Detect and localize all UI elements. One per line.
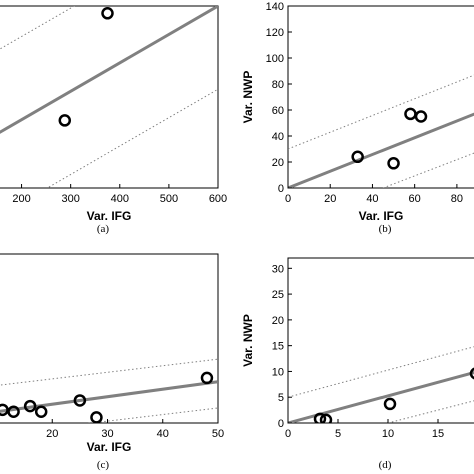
chart-a-plot-area [0,5,219,189]
chart-b-ytick-label-4: 80 [272,79,284,91]
chart-b-xtick-label-4: 80 [451,193,463,205]
chart-c-confidence-bound-1 [87,407,218,423]
chart-b-ytick-label-7: 140 [266,1,284,13]
chart-d-ytick-label-4: 20 [272,315,284,327]
chart-b-caption: (b) [379,223,392,235]
chart-c-xtick-label-0: 20 [46,428,58,440]
chart-c-xtick-label-1: 30 [101,428,113,440]
chart-d-confidence-bound-1 [387,400,474,423]
chart-b-ytick-label-0: 0 [278,183,284,195]
chart-d-xtick-label-1: 5 [335,428,341,440]
chart-c-point-0 [0,403,9,417]
chart-c-point-1 [7,405,20,418]
chart-d-point-0 [313,412,327,423]
chart-b-xtick-label-1: 20 [324,193,336,205]
chart-d-confidence-bound-0 [288,346,474,398]
chart-b-xtick-label-3: 60 [409,193,421,205]
chart-d: 0 5 10 15 0 5 10 15 20 25 30 Var. NWP (d) [241,257,474,471]
chart-a-point-1 [101,7,114,20]
chart-b-x-axis-label: Var. IFG [359,209,404,223]
chart-b-xtick-label-0: 0 [285,193,291,205]
chart-a-xtick-label-0: 200 [12,193,30,205]
chart-c: 20 30 40 50 Var. IFG (c) [0,253,224,471]
chart-a-x-axis-label: Var. IFG [87,209,132,223]
chart-c-caption: (c) [97,459,110,471]
chart-b-confidence-bound-1 [382,152,474,188]
chart-d-y-axis-label: Var. NWP [241,314,255,367]
chart-c-point-4 [73,394,87,407]
chart-b-plot-area [287,5,474,189]
chart-c-point-3 [34,405,48,418]
chart-d-ytick-label-3: 15 [272,341,284,353]
chart-a-xtick-label-4: 600 [209,193,227,205]
chart-a-xtick-label-2: 400 [111,193,129,205]
chart-b-ytick-label-2: 40 [272,131,284,143]
chart-c-point-6 [200,371,214,385]
chart-a-xtick-label-3: 500 [160,193,178,205]
chart-d-ytick-label-2: 10 [272,366,284,378]
chart-a-confidence-bound-1 [46,88,218,188]
chart-d-ytick-label-0: 0 [278,418,284,430]
chart-b-ytick-label-5: 100 [266,53,284,65]
chart-b-point-1 [387,157,400,170]
chart-b-xtick-label-2: 40 [366,193,378,205]
chart-d-point-1 [319,413,333,423]
chart-c-fit-line [0,380,218,413]
chart-d-caption: (d) [379,459,392,471]
chart-b-point-0 [351,150,364,164]
chart-a: 200 300 400 500 600 Var. IFG(a) [0,5,227,235]
chart-c-xtick-label-2: 40 [157,428,169,440]
chart-d-ytick-label-1: 5 [278,392,284,404]
chart-b-y-axis-label: Var. NWP [241,71,255,124]
chart-c-xtick-label-3: 50 [212,428,224,440]
chart-d-xtick-label-2: 10 [382,428,394,440]
chart-c-plot-area [0,253,219,424]
chart-d-xtick-label-3: 15 [432,428,444,440]
chart-b-ytick-label-3: 60 [272,105,284,117]
chart-a-point-0 [58,114,72,127]
chart-c-point-5 [90,411,103,423]
chart-d-xtick-label-0: 0 [285,428,291,440]
chart-a-fit-line [0,6,218,134]
chart-d-plot-area [287,257,474,424]
chart-c-x-axis-label: Var. IFG [87,440,132,454]
chart-b-fit-line [288,112,474,188]
chart-d-point-3 [469,367,474,380]
chart-b: 0 20 40 60 80 0 20 40 60 80 100 120 140 Var. IFG Var. … [241,1,474,235]
chart-c-point-2 [23,399,37,413]
chart-b-point-3 [414,110,428,123]
chart-d-ytick-label-6: 30 [272,263,284,275]
chart-a-caption: (a) [97,223,110,235]
chart-a-xtick-label-1: 300 [61,193,79,205]
chart-c-confidence-bound-0 [0,358,218,386]
chart-b-ytick-label-6: 120 [266,27,284,39]
chart-b-ytick-label-1: 20 [272,157,284,169]
chart-d-ytick-label-5: 25 [272,289,284,301]
chart-d-point-2 [383,397,397,411]
